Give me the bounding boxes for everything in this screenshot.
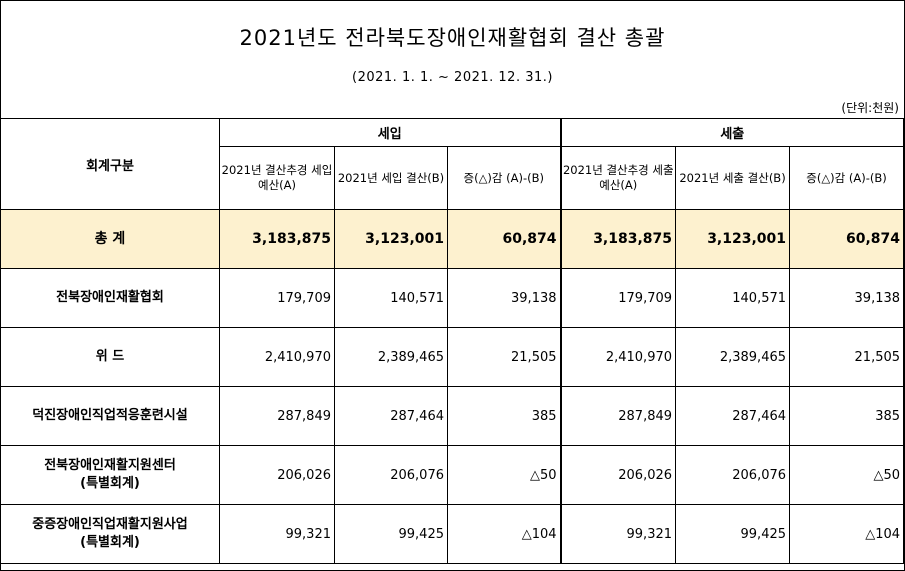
table-cell: 99,321 <box>219 504 335 564</box>
header-rev-budget: 2021년 결산추경 세입 예산(A) <box>219 146 335 210</box>
header-exp-settle: 2021년 세출 결산(B) <box>675 146 791 210</box>
period-text: (2021. 1. 1. ~ 2021. 12. 31.) <box>352 70 553 85</box>
table-cell: 287,464 <box>675 386 791 446</box>
table-cell: 206,076 <box>334 445 448 505</box>
table-cell: △104 <box>789 504 905 564</box>
row-label-sub: (특별회계) <box>80 476 140 491</box>
table-cell: 2,389,465 <box>675 327 791 387</box>
table-cell: 60,874 <box>789 209 905 269</box>
table-body: 총 계 3,183,875 3,123,001 60,874 3,183,875 3,12… <box>0 209 905 564</box>
table-cell: 3,123,001 <box>675 209 791 269</box>
table-cell: 287,849 <box>560 386 677 446</box>
row-label: 전북장애인재활협회 <box>0 268 220 328</box>
table-cell: 206,026 <box>560 445 677 505</box>
table-row: 중증장애인직업재활지원사업 (특별회계) 99,321 99,425 △104 99,32… <box>0 504 905 564</box>
row-label: 덕진장애인직업적응훈련시설 <box>0 386 220 446</box>
table-cell: 2,389,465 <box>334 327 448 387</box>
row-label-sub: (특별회계) <box>80 535 140 550</box>
table-cell: 21,505 <box>789 327 905 387</box>
table-cell: 21,505 <box>446 327 562 387</box>
table-cell: △104 <box>446 504 562 564</box>
table-cell: 179,709 <box>219 268 335 328</box>
table-cell: 385 <box>789 386 905 446</box>
table-cell: 2,410,970 <box>560 327 677 387</box>
row-label-main: 전북장애인재활협회 <box>56 290 164 305</box>
table-cell: 206,026 <box>219 445 335 505</box>
page-title: 2021년도 전라북도장애인재활협회 결산 총괄 <box>239 26 666 50</box>
table-cell: 3,183,875 <box>560 209 677 269</box>
table-cell: 99,425 <box>675 504 791 564</box>
header-revenue: 세입 <box>218 118 562 147</box>
table-row: 위 드 2,410,970 2,389,465 21,505 2,410,970 2,38… <box>0 327 905 387</box>
row-label: 위 드 <box>0 327 220 387</box>
table-cell: 3,123,001 <box>334 209 448 269</box>
header-category: 회계구분 <box>0 118 220 210</box>
unit-text: (단위:천원) <box>841 101 899 115</box>
table-cell: 179,709 <box>560 268 677 328</box>
table-cell: △50 <box>446 445 562 505</box>
row-label-main: 중증장애인직업재활지원사업 <box>32 517 188 532</box>
table-row: 전북장애인재활협회 179,709 140,571 39,138 179,709 140,… <box>0 268 905 328</box>
header-rev-settle: 2021년 세입 결산(B) <box>334 146 448 210</box>
header-exp-budget: 2021년 결산추경 세출 예산(A) <box>560 146 677 210</box>
row-label-main: 위 드 <box>95 349 125 364</box>
row-label-main: 전북장애인재활지원센터 <box>44 458 176 473</box>
row-label-main: 덕진장애인직업적응훈련시설 <box>32 408 188 423</box>
header-exp-diff: 증(△)감 (A)-(B) <box>789 146 905 210</box>
header-rev-diff: 증(△)감 (A)-(B) <box>446 146 562 210</box>
table-cell: △50 <box>789 445 905 505</box>
row-label-main: 총 계 <box>94 231 126 247</box>
table-cell: 39,138 <box>446 268 562 328</box>
table-cell: 287,849 <box>219 386 335 446</box>
table-cell: 140,571 <box>334 268 448 328</box>
header-expenditure: 세출 <box>560 118 905 147</box>
settlement-table: 회계구분 세입 세출 2021년 결산추경 세입 예산(A) 2021년 세입 … <box>0 118 905 564</box>
table-cell: 99,321 <box>560 504 677 564</box>
row-label: 전북장애인재활지원센터 (특별회계) <box>0 445 220 505</box>
table-cell: 3,183,875 <box>219 209 335 269</box>
table-cell: 2,410,970 <box>219 327 335 387</box>
table-cell: 60,874 <box>446 209 562 269</box>
table-cell: 287,464 <box>334 386 448 446</box>
row-label: 총 계 <box>0 209 220 269</box>
table-cell: 140,571 <box>675 268 791 328</box>
table-cell: 206,076 <box>675 445 791 505</box>
row-label: 중증장애인직업재활지원사업 (특별회계) <box>0 504 220 564</box>
table-cell: 39,138 <box>789 268 905 328</box>
total-row: 총 계 3,183,875 3,123,001 60,874 3,183,875 3,12… <box>0 209 905 269</box>
table-row: 전북장애인재활지원센터 (특별회계) 206,026 206,076 △50 206,02… <box>0 445 905 505</box>
table-row: 덕진장애인직업적응훈련시설 287,849 287,464 385 287,849 287… <box>0 386 905 446</box>
table-cell: 385 <box>446 386 562 446</box>
table-cell: 99,425 <box>334 504 448 564</box>
